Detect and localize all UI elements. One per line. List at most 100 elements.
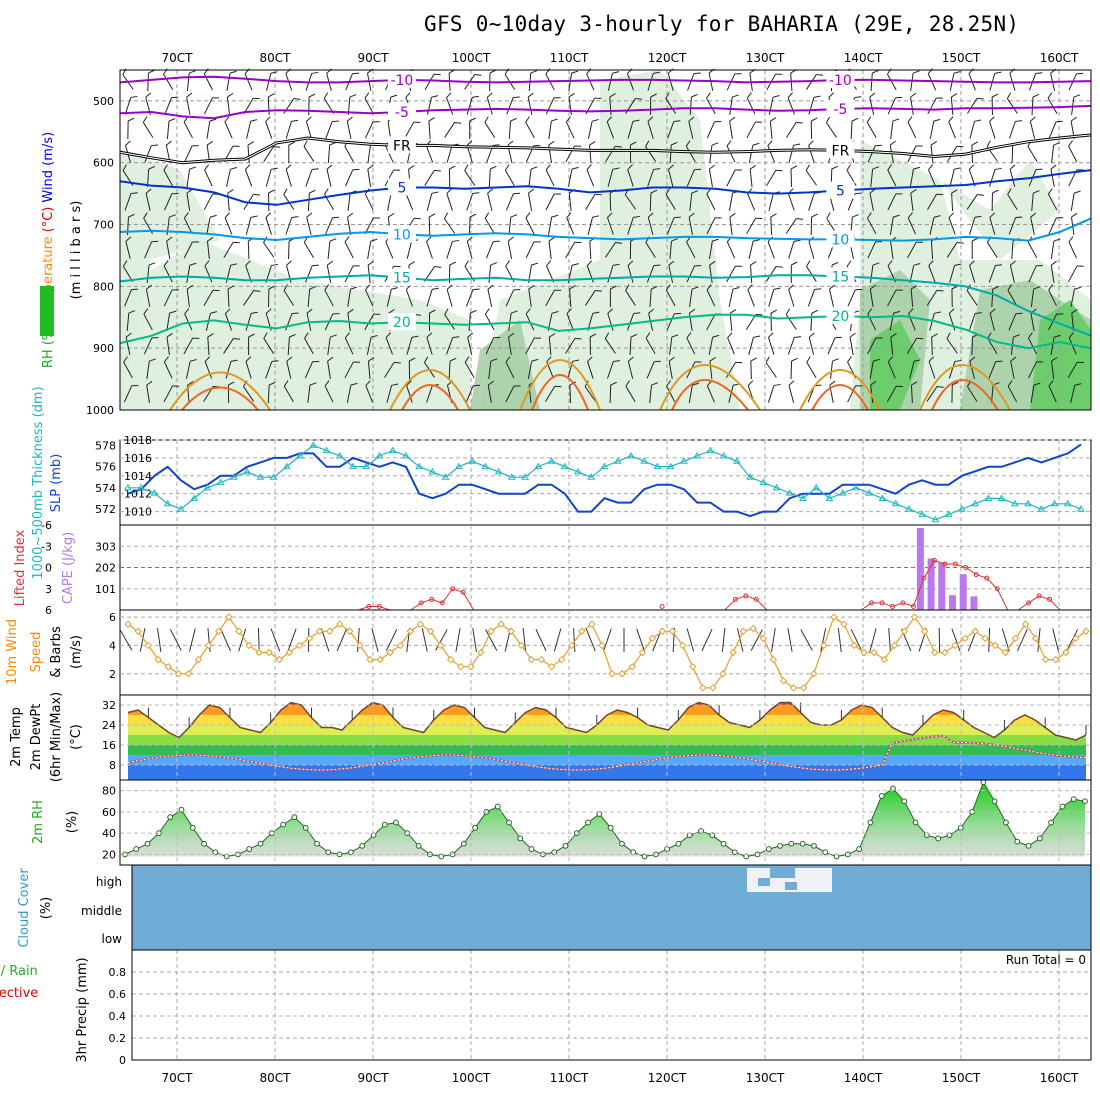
wind-barb-flag (304, 332, 309, 339)
wind-ylabel-2: Speed (29, 632, 44, 673)
wind-barb (446, 239, 460, 259)
wind-barb (1070, 190, 1081, 211)
surface-wind-barb (787, 628, 793, 652)
wind-barb (1006, 92, 1018, 114)
wind-barb-flag (148, 69, 155, 74)
wind-barb-flag (148, 165, 156, 170)
wind-barb-flag (145, 188, 152, 194)
wind-barb-flag (688, 212, 695, 218)
wind-barb-flag (367, 164, 374, 170)
wind-barb-flag (1007, 380, 1013, 387)
rh-marker (585, 819, 591, 826)
y-tick-pressure: 900 (93, 342, 114, 355)
wind-barb-flag (1033, 382, 1041, 386)
thickness-marker (362, 462, 371, 470)
wind-barb-flag (775, 169, 783, 172)
wind-barb (787, 92, 795, 115)
wind-barb (969, 119, 982, 139)
wind-barb-flag (989, 308, 996, 314)
wind-speed-marker (931, 648, 939, 657)
wind-barb (183, 337, 200, 355)
wind-barb-flag (948, 308, 955, 314)
wind-barb-flag (829, 380, 836, 386)
wind-barb-flag (209, 118, 217, 122)
wind-barb (327, 238, 337, 260)
wind-barb-flag (233, 337, 241, 340)
wind-barb-flag (714, 217, 722, 219)
cape-tick: 101 (95, 583, 116, 596)
wind-barb (163, 289, 179, 307)
wind-speed-marker (336, 620, 344, 628)
wind-barb-flag (131, 384, 139, 387)
wind-barb-shaft (227, 288, 230, 308)
wind-barb (607, 71, 620, 91)
wind-barb-shaft (365, 385, 374, 403)
wind-barb-shaft (125, 241, 131, 259)
surface-wind-barb-shaft (220, 628, 231, 652)
wind-barb-flag (956, 145, 964, 148)
wind-barb-shaft (907, 217, 917, 235)
wind-barb-shaft (487, 385, 492, 403)
isotherm-line (119, 104, 1092, 120)
wind-barb-shaft (566, 217, 575, 235)
wind-barb (928, 356, 936, 379)
wind-barb-flag (775, 73, 783, 75)
isotherm-label-bg (826, 267, 855, 285)
wind-barb-shaft (989, 217, 996, 235)
surface-wind-barb-shaft (1017, 628, 1028, 652)
wind-barb-flag (869, 92, 876, 98)
li-tick: 3 (45, 583, 52, 596)
isotherm-label: 10 (832, 232, 850, 248)
wind-barb-shaft (545, 193, 555, 211)
temp-band (128, 725, 1086, 735)
wind-barb (344, 236, 354, 259)
wind-barb-flag (344, 236, 350, 243)
lifted-index-marker (879, 600, 885, 606)
wind-barb (146, 165, 156, 188)
wind-barb-shaft (787, 193, 795, 211)
wind-barb-flag (434, 266, 442, 268)
x-label-bottom: 80CT (260, 1071, 292, 1085)
wind-barb-shaft (927, 193, 937, 211)
isotherm-line (119, 75, 1092, 84)
wind-barb (966, 194, 984, 210)
wind-barb-flag (265, 308, 272, 314)
wind-barb-shaft (709, 145, 713, 163)
wind-barb-flag (867, 308, 873, 315)
wind-barb (1051, 142, 1060, 164)
wind-barb (206, 118, 217, 139)
wind-barb-flag (206, 140, 213, 146)
wind-barb-shaft (647, 73, 654, 91)
wind-barb-flag (271, 263, 279, 266)
wind-barb-flag (151, 144, 159, 147)
wind-barb-flag (895, 193, 903, 195)
wind-speed-marker (890, 641, 899, 650)
thickness-marker (666, 462, 675, 470)
wind-barb (866, 116, 877, 139)
surface-wind-barb (1017, 628, 1028, 652)
thickness-marker (957, 505, 966, 512)
wind-barb (1048, 313, 1064, 331)
wind-barb-flag (533, 144, 541, 147)
chart-title: GFS 0~10day 3-hourly for BAHARIA (29E, 2… (424, 12, 1020, 36)
wind-barb-shaft (446, 97, 454, 115)
wind-barb (606, 116, 615, 139)
wind-barb-shaft (930, 144, 934, 164)
x-label-bottom: 100CT (452, 1071, 491, 1085)
wind-barb-flag (674, 216, 681, 219)
rh-unit: (%) (65, 811, 80, 834)
wind-barb-shaft (164, 97, 173, 115)
x-label-bottom: 160CT (1040, 1071, 1079, 1085)
wind-barb-flag (794, 336, 801, 338)
lifted-index-marker (753, 596, 759, 602)
wind-barb (890, 118, 900, 139)
wind-barb-flag (1009, 164, 1016, 170)
thickness-marker (997, 494, 1006, 501)
wind-barb-shaft (584, 386, 596, 402)
wind-barb-flag (554, 385, 562, 388)
wind-barb (646, 264, 661, 283)
wind-barb (1068, 265, 1084, 283)
wind-barb-flag (604, 332, 610, 339)
wind-barb-flag (1015, 120, 1023, 122)
x-label-bottom: 110CT (550, 1071, 589, 1085)
